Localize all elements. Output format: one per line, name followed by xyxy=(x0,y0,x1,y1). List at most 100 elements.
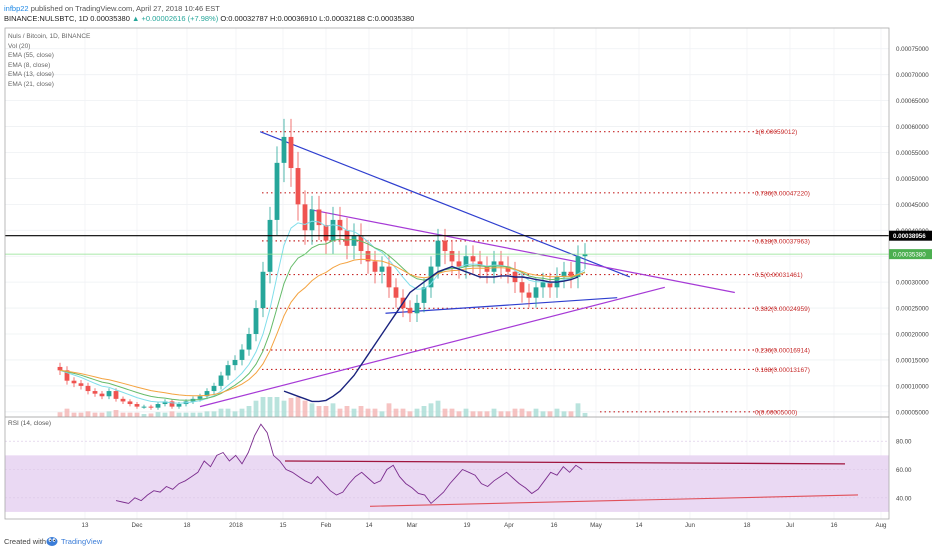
legend-item-ema13[interactable]: EMA (13, close) xyxy=(8,70,90,80)
price-pane: 1(0.00059012) 0.786(0.00047220) 0.618(0.00… xyxy=(5,28,889,519)
time-tick-label: 19 xyxy=(464,522,471,529)
volume-bar xyxy=(422,406,427,417)
candle-body xyxy=(331,220,336,241)
volume-bar xyxy=(219,409,224,417)
volume-bar xyxy=(72,413,77,417)
rsi-pane xyxy=(5,424,889,512)
candle-body xyxy=(254,308,259,334)
volume-bar xyxy=(373,409,378,417)
volume-bar xyxy=(555,409,560,417)
volume-bar xyxy=(177,413,182,417)
price-pane-background xyxy=(5,28,889,417)
volume-bar xyxy=(576,403,581,417)
volume-bar xyxy=(548,411,553,417)
candle-body xyxy=(373,261,378,271)
time-tick-label: Aug xyxy=(875,522,887,529)
candle-body xyxy=(443,241,448,251)
legend-item-ema21[interactable]: EMA (21, close) xyxy=(8,80,90,90)
volume-bar xyxy=(163,413,168,417)
candle-body xyxy=(282,137,287,163)
rsi-axis[interactable]: 40.00 60.00 80.00 xyxy=(896,439,912,503)
candle-body xyxy=(219,376,224,386)
fib-level-label: 0.5(0.00031461) xyxy=(755,272,803,279)
price-axis[interactable]: 0.00005000 0.00010000 0.00015000 0.00020000… xyxy=(889,46,932,416)
volume-bar xyxy=(429,403,434,417)
time-axis[interactable]: 13 Dec 18 2018 15 Feb 14 Mar 19 Apr 16 May 14 Jun 18 Ju… xyxy=(82,522,888,529)
author-link[interactable]: infbp22 xyxy=(4,4,29,13)
candle-body xyxy=(72,381,77,384)
volume-bar xyxy=(247,406,252,417)
volume-bar xyxy=(499,411,504,417)
volume-bar xyxy=(380,411,385,417)
candle-body xyxy=(457,261,462,266)
volume-bar xyxy=(86,411,91,417)
volume-bar xyxy=(212,411,217,417)
candle-body xyxy=(142,407,147,408)
candle-body xyxy=(177,404,182,407)
candle-body xyxy=(233,360,238,365)
candle-body xyxy=(527,293,532,298)
candle-body xyxy=(212,386,217,391)
price-tick-label: 0.00010000 xyxy=(896,383,929,390)
volume-bar xyxy=(457,411,462,417)
candle-body xyxy=(296,168,301,204)
volume-bar xyxy=(534,409,539,417)
candle-body xyxy=(79,383,84,386)
volume-bar xyxy=(562,411,567,417)
fib-level-label: 0.236(0.00016914) xyxy=(755,348,810,355)
candle-body xyxy=(415,303,420,313)
candle-body xyxy=(198,396,203,399)
tradingview-brand-link[interactable]: TradingView xyxy=(61,537,102,546)
time-tick-label: Jul xyxy=(786,522,794,529)
volume-bar xyxy=(541,411,546,417)
fib-level-label: 0(0.00005000) xyxy=(755,409,797,416)
volume-bar xyxy=(114,410,119,417)
volume-bar xyxy=(471,411,476,417)
fib-level-label: 0.618(0.00037963) xyxy=(755,238,810,245)
time-tick-label: Apr xyxy=(504,522,514,529)
volume-bar xyxy=(107,411,112,417)
volume-bar xyxy=(450,409,455,417)
rsi-legend-label[interactable]: RSI (14, close) xyxy=(8,420,51,427)
candle-body xyxy=(289,137,294,168)
time-tick-label: Dec xyxy=(131,522,142,529)
volume-bar xyxy=(387,403,392,417)
volume-bar xyxy=(289,398,294,417)
candle-body xyxy=(520,282,525,292)
volume-bar xyxy=(226,409,231,417)
volume-bar xyxy=(149,413,154,417)
volume-bar xyxy=(135,413,140,417)
volume-bar xyxy=(478,411,483,417)
symbol-line: BINANCE:NULSBTC, 1D 0.00035380 ▲ +0.0000… xyxy=(4,14,414,23)
volume-bar xyxy=(142,414,147,417)
volume-bar xyxy=(296,397,301,417)
volume-bar xyxy=(121,413,126,417)
legend-item-ema8[interactable]: EMA (8, close) xyxy=(8,61,90,71)
volume-bar xyxy=(65,409,70,417)
price-tick-label: 0.00045000 xyxy=(896,202,929,209)
price-tick-label: 0.00055000 xyxy=(896,150,929,157)
rsi-tick-label: 60.00 xyxy=(896,467,912,474)
volume-bar xyxy=(520,409,525,417)
volume-bar xyxy=(338,409,343,417)
volume-bar xyxy=(331,403,336,417)
candle-body xyxy=(121,399,126,402)
volume-bar xyxy=(359,406,364,417)
volume-bar xyxy=(527,411,532,417)
legend-title[interactable]: Nuls / Bitcoin, 1D, BINANCE xyxy=(8,32,90,42)
tradingview-logo-icon xyxy=(46,536,58,547)
volume-bar xyxy=(492,409,497,417)
candle-body xyxy=(149,407,154,408)
candle-body xyxy=(338,220,343,230)
time-tick-label: May xyxy=(590,522,603,529)
candle-body xyxy=(247,334,252,350)
legend-item-vol[interactable]: Vol (20) xyxy=(8,42,90,52)
candle-body xyxy=(422,287,427,303)
ohlc-values: O:0.00032787 H:0.00036910 L:0.00032188 C… xyxy=(218,14,414,23)
volume-bar xyxy=(198,413,203,417)
time-tick-label: Jun xyxy=(685,522,696,529)
volume-bar xyxy=(170,411,175,417)
candle-body xyxy=(436,241,441,267)
legend-item-ema55[interactable]: EMA (55, close) xyxy=(8,51,90,61)
